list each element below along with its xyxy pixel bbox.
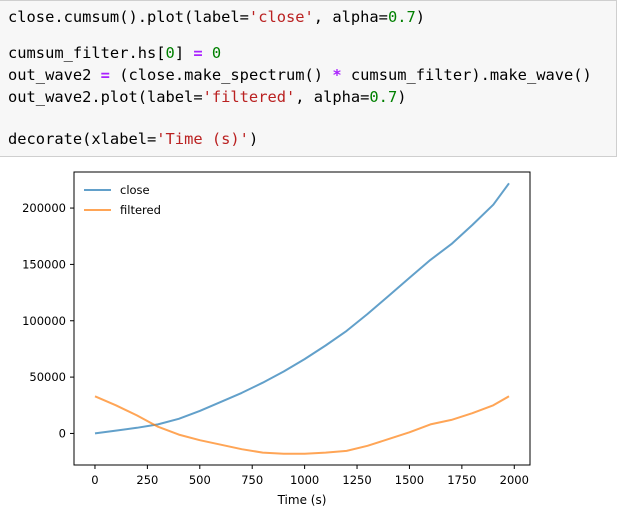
code-token: 0 (211, 44, 222, 62)
code-token: 0.7 (387, 8, 416, 26)
code-line: cumsum_filter.hs[0] = 0 (8, 42, 221, 64)
code-token: ) (248, 130, 259, 148)
x-tick-label: 250 (136, 473, 158, 487)
x-axis: 0 250 500 750 1000 1250 1500 1750 2000 (91, 465, 529, 487)
code-token: 'filtered' (202, 88, 296, 106)
y-tick-label: 200000 (22, 201, 66, 215)
code-token (203, 44, 212, 62)
code-token: 'close' (248, 8, 314, 26)
code-line: out_wave2.plot(label='filtered', alpha=0… (8, 86, 407, 108)
code-token: ) (397, 88, 407, 106)
code-cell[interactable]: close.cumsum().plot(label='close', alpha… (0, 0, 617, 157)
x-tick-label: 1250 (342, 473, 371, 487)
code-token: (close.make_spectrum() (109, 66, 333, 84)
series-line-close (94, 182, 510, 435)
x-tick-label: 1500 (395, 473, 424, 487)
code-token: out_wave2 (8, 66, 101, 84)
code-token: out_wave2.plot(label= (8, 88, 203, 106)
plot-frame (73, 171, 531, 466)
y-tick-label: 150000 (22, 257, 66, 271)
code-token: close.cumsum().plot(label= (8, 8, 249, 26)
x-tick-label: 1000 (290, 473, 319, 487)
series-layer (94, 182, 510, 455)
code-line: close.cumsum().plot(label='close', alpha… (8, 6, 425, 28)
x-tick-label: 750 (241, 473, 263, 487)
x-tick-label: 1750 (447, 473, 476, 487)
code-token: 0.7 (369, 88, 398, 106)
code-token: cumsum_filter.hs[ (8, 44, 166, 62)
legend-label-close: close (120, 183, 150, 197)
legend-label-filtered: filtered (120, 203, 161, 217)
legend: close filtered (84, 183, 161, 217)
x-tick-label: 0 (91, 473, 98, 487)
code-token: * (332, 66, 342, 84)
code-token: ] (174, 44, 194, 62)
line-chart: 0 250 500 750 1000 1250 1500 1750 2000 0 50000 100… (22, 171, 531, 507)
y-tick-label: 0 (59, 426, 66, 440)
x-axis-label: Time (s) (277, 493, 327, 507)
series-line-filtered (94, 395, 510, 455)
code-line: out_wave2 = (close.make_spectrum() * cum… (8, 64, 592, 86)
y-tick-label: 50000 (29, 370, 66, 384)
code-token: ) (415, 8, 426, 26)
code-token: decorate(xlabel= (8, 130, 157, 148)
x-tick-label: 500 (189, 473, 211, 487)
code-token: = (100, 66, 110, 84)
y-tick-label: 100000 (22, 314, 66, 328)
code-token: 0 (165, 44, 175, 62)
y-axis: 0 50000 100000 150000 200000 (22, 201, 74, 440)
code-token: = (193, 44, 203, 62)
code-token: cumsum_filter).make_wave() (341, 66, 592, 84)
output-area: 0 250 500 750 1000 1250 1500 1750 2000 0 50000 100… (0, 157, 617, 516)
code-line: decorate(xlabel='Time (s)') (8, 128, 258, 150)
code-token: 'Time (s)' (156, 130, 249, 148)
x-tick-label: 2000 (500, 473, 529, 487)
code-token: , alpha= (295, 88, 370, 106)
code-token: , alpha= (313, 8, 388, 26)
